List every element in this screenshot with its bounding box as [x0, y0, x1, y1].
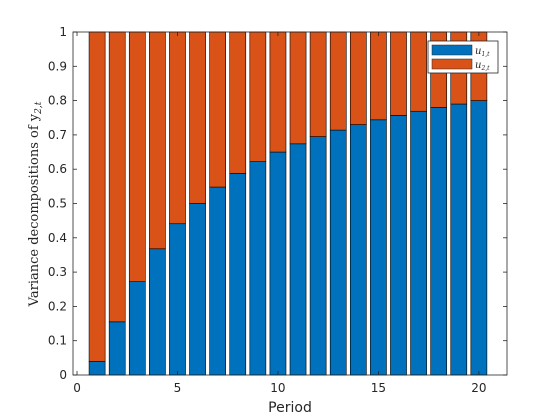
x-axis-ticks: 0 5 10 15 20	[73, 32, 487, 395]
bar-series2-period-11	[289, 31, 307, 145]
y-tick-label: 0.7	[48, 128, 67, 142]
bar-series1-period-16	[390, 115, 407, 376]
bar-series1-period-12	[309, 136, 327, 376]
bar-series1-period-14	[349, 124, 367, 376]
bar-series2-period-8	[229, 31, 247, 174]
y-axis-label-subscript: 2,t	[34, 101, 44, 115]
y-tick-label: 0.8	[48, 94, 67, 108]
x-tick-label: 0	[73, 381, 81, 395]
bar-series2-period-10	[269, 31, 287, 153]
y-tick-label: 0.9	[48, 59, 67, 73]
bar-series2-period-3	[128, 31, 146, 282]
bar-series2-period-15	[370, 31, 387, 121]
bar-series1-period-7	[209, 186, 227, 376]
bar-series2-period-1	[88, 31, 106, 362]
legend-label-u2-main: u	[475, 60, 481, 71]
bar-series2-period-9	[249, 31, 267, 162]
x-axis-label: Period	[268, 400, 312, 416]
bar-series1-period-1	[88, 360, 106, 376]
y-axis-label: Variance decompositions of y2,t	[27, 101, 44, 307]
legend-label-u1-main: u	[475, 46, 481, 57]
bar-series1-period-10	[269, 151, 287, 376]
legend-label-u2-subscript: 2,t	[480, 65, 490, 72]
bar-series2-period-12	[309, 31, 327, 137]
legend-label-u1-subscript: 1,t	[481, 51, 490, 58]
bar-series2-period-2	[108, 31, 126, 323]
bar-series2-period-17	[410, 31, 427, 112]
bar-series1-period-9	[249, 161, 267, 376]
legend-swatch-u1	[431, 44, 473, 56]
legend-label-u1: u1,t	[475, 46, 490, 58]
bar-series2-period-13	[329, 31, 347, 131]
y-tick-label: 0.2	[48, 299, 67, 313]
x-tick-label: 15	[371, 381, 386, 395]
y-tick-label: 0.6	[48, 162, 67, 176]
bar-series2-period-5	[169, 31, 186, 225]
bar-series1-period-6	[189, 203, 206, 376]
y-axis-ticks: 0 0.1 0.2 0.3 0.4 0.5 0.6 0.7 0.8 0.9 1	[48, 25, 507, 382]
y-tick-label: 0.3	[48, 265, 67, 279]
legend-label-u2: u2,t	[475, 60, 490, 72]
y-tick-label: 0.4	[48, 231, 67, 245]
bar-series1-period-8	[229, 173, 247, 376]
bar-series1-period-4	[149, 248, 166, 376]
bar-series2-period-7	[209, 31, 227, 188]
x-tick-label: 20	[471, 381, 486, 395]
bar-series1-period-13	[329, 129, 347, 376]
y-axis-label-main: Variance decompositions of y	[27, 113, 42, 307]
bar-series1-period-5	[169, 223, 186, 376]
bar-series2-period-4	[149, 31, 166, 250]
bar-series1-period-20	[470, 100, 488, 376]
y-tick-label: 0.5	[48, 197, 67, 211]
bar-series2-period-14	[349, 31, 367, 125]
x-tick-label: 10	[270, 381, 285, 395]
y-tick-label: 1	[59, 25, 67, 39]
y-tick-label: 0.1	[48, 334, 67, 348]
x-tick-label: 5	[174, 381, 182, 395]
legend-swatch-u2	[431, 58, 473, 70]
bar-series1-period-15	[370, 119, 387, 376]
bar-series1-period-19	[450, 103, 468, 376]
bar-series1-period-17	[410, 110, 427, 376]
bar-series2-period-16	[390, 31, 407, 116]
bar-series1-period-2	[108, 321, 126, 376]
bar-series1-period-3	[128, 281, 146, 376]
bar-series1-period-11	[289, 143, 307, 376]
bar-series-group	[88, 31, 488, 376]
bar-series1-period-18	[430, 107, 448, 376]
legend: u1,t u2,t	[427, 40, 499, 74]
y-tick-label: 0	[59, 368, 67, 382]
bar-series2-period-6	[189, 31, 206, 204]
